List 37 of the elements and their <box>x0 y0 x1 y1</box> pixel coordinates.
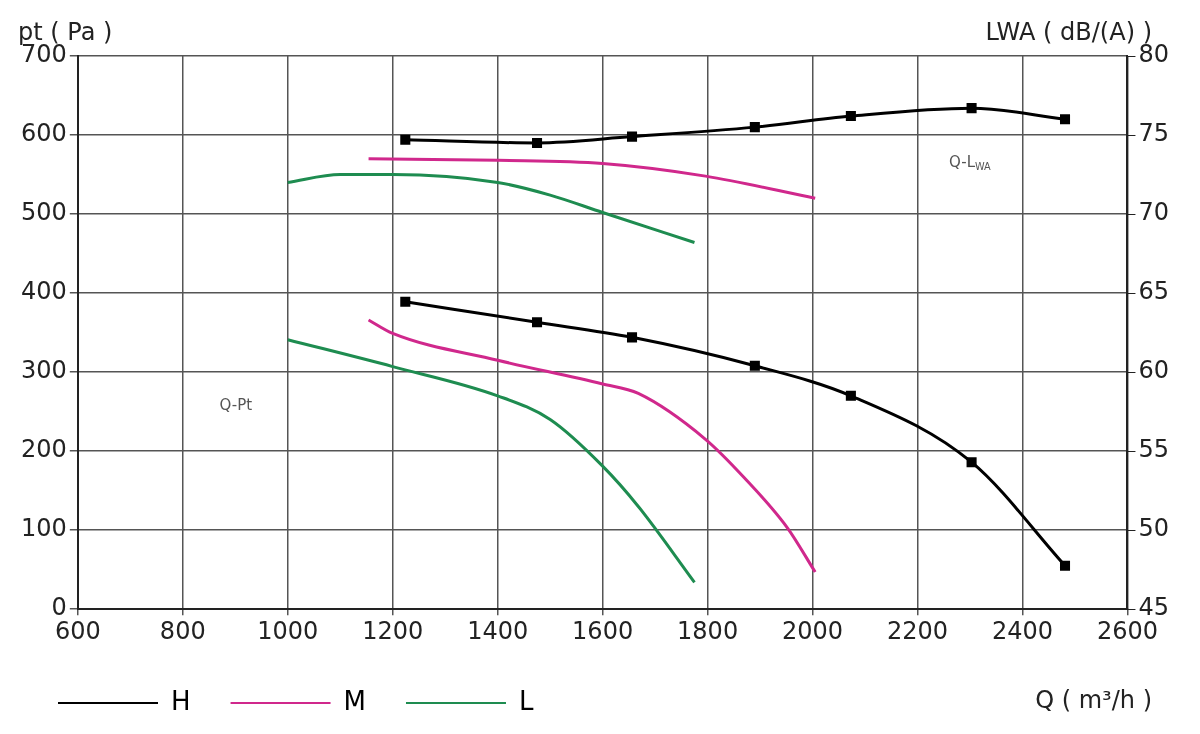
point <box>749 360 760 371</box>
point <box>626 332 638 343</box>
point <box>532 317 543 328</box>
x-tick-label: 1000 <box>257 616 319 645</box>
y2-tick-label: 50 <box>1138 514 1170 543</box>
x-tick-label: 2400 <box>991 616 1054 645</box>
line-series <box>367 157 817 200</box>
y2-tick-label: 55 <box>1138 435 1170 464</box>
y2-tick-label: 75 <box>1138 119 1170 148</box>
x-tick-label: 1400 <box>467 616 529 645</box>
x-tick-label: 1200 <box>362 616 424 645</box>
x-tick-label: 2200 <box>886 616 949 645</box>
legend-label: M <box>343 685 366 716</box>
line-series <box>367 318 817 574</box>
legend-label: H <box>171 685 191 716</box>
y-tick-label: 200 <box>21 435 67 464</box>
x-axis-title: Q ( m³/h ) <box>1035 686 1153 714</box>
x-tick-label: 1800 <box>677 616 739 645</box>
y-tick-label: 600 <box>21 119 67 148</box>
y2-tick-label: 70 <box>1138 198 1170 227</box>
y-tick-label: 500 <box>21 198 67 227</box>
line-series <box>286 338 696 584</box>
point <box>966 457 977 468</box>
x-tick-label: 800 <box>159 616 206 645</box>
line-series <box>286 173 696 245</box>
point <box>400 296 411 307</box>
y-tick-label: 100 <box>21 514 67 543</box>
y-tick-label: 400 <box>21 277 67 306</box>
legend-label: L <box>518 685 534 716</box>
y-tick-label: 300 <box>21 356 67 385</box>
y2-tick-label: 65 <box>1138 277 1170 306</box>
annotation: Q-Pt <box>219 396 253 415</box>
point <box>1059 560 1071 571</box>
y2-tick-label: 60 <box>1138 356 1170 385</box>
x-tick-label: 1600 <box>572 616 634 645</box>
point <box>845 390 856 401</box>
x-tick-label: 2000 <box>782 616 844 645</box>
